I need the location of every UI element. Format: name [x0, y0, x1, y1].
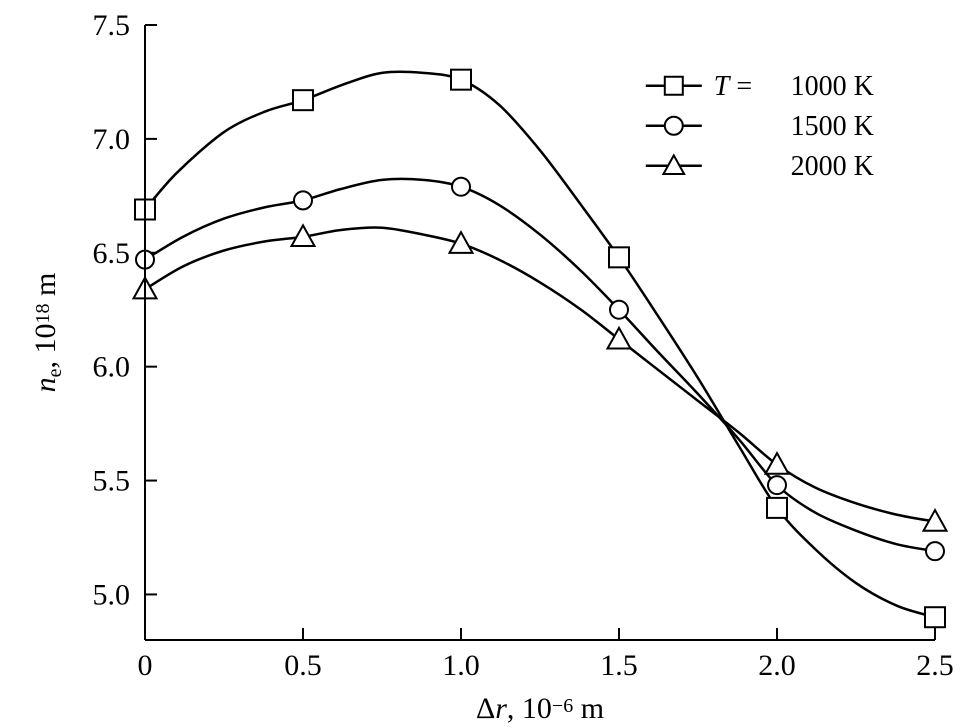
svg-text:0: 0 — [138, 649, 153, 682]
svg-text:5.5: 5.5 — [93, 465, 131, 498]
svg-text:6.5: 6.5 — [93, 237, 131, 270]
svg-text:1.0: 1.0 — [442, 649, 480, 682]
legend-label: T = — [714, 71, 752, 102]
svg-text:5.0: 5.0 — [93, 578, 131, 611]
svg-text:7.0: 7.0 — [93, 123, 131, 156]
svg-text:2.5: 2.5 — [916, 649, 954, 682]
svg-text:0.5: 0.5 — [284, 649, 322, 682]
svg-text:6.0: 6.0 — [93, 351, 131, 384]
svg-text:1000 K: 1000 K — [791, 71, 874, 102]
svg-text:2.0: 2.0 — [758, 649, 796, 682]
svg-text:7.5: 7.5 — [93, 9, 131, 42]
line-chart: 0 0.5 1.0 1.5 2.0 2.5 Δr, 10−6 m 5.0 5.5 6.0 6.5 7.… — [0, 0, 969, 728]
svg-text:1.5: 1.5 — [600, 649, 638, 682]
svg-text:1500 K: 1500 K — [791, 111, 874, 142]
svg-text:Δr, 10−6 m: Δr, 10−6 m — [476, 692, 604, 725]
svg-text:2000 K: 2000 K — [791, 151, 874, 182]
